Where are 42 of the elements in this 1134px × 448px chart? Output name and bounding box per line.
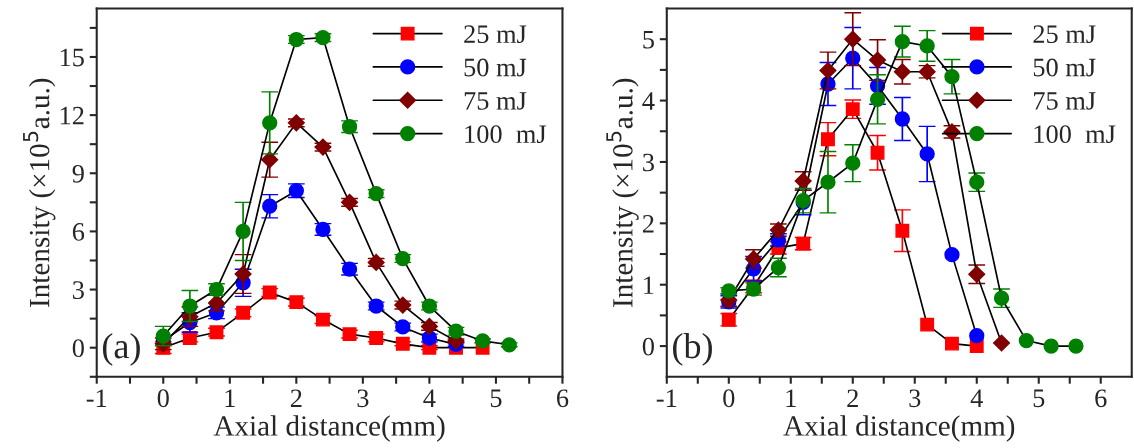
y-tick-label: 3 (72, 281, 84, 299)
x-tick-label: 0 (157, 389, 169, 408)
x-tick-label: 0 (723, 389, 735, 408)
y-tick-label: 6 (72, 223, 85, 241)
legend-label: 50 mJ (1033, 58, 1096, 77)
y-tick-label: 15 (60, 48, 84, 67)
y-tick-label: 0 (642, 337, 654, 356)
x-tick-label: 3 (357, 389, 369, 408)
y-tick-label: 0 (72, 339, 84, 358)
y-tick-label: 12 (60, 106, 84, 125)
legend-label: 100 mJ (465, 125, 547, 144)
legend-label: 100 mJ (1034, 125, 1116, 144)
x-tick-label: 5 (490, 389, 502, 408)
y-tick-label: 5 (643, 31, 654, 49)
legend-label: 25 mJ (1033, 25, 1096, 44)
x-tick-label: 6 (557, 389, 569, 408)
x-tick-label: -1 (86, 389, 107, 407)
x-axis-title: Axial distance(mm) (213, 415, 445, 442)
annotation: (b) (673, 332, 712, 366)
x-tick-label: 1 (225, 389, 235, 407)
y-tick-label: 1 (644, 276, 654, 294)
y-tick-label: 3 (643, 153, 654, 172)
legend-label: 50 mJ (464, 58, 527, 77)
x-tick-label: 2 (847, 389, 858, 407)
x-tick-label: 4 (423, 389, 436, 407)
legend-label: 75 mJ (1034, 92, 1096, 110)
y-axis-title: Intensity (×10$^{5}$a.u.) (606, 78, 639, 307)
y-tick-label: 2 (642, 215, 654, 233)
y-axis-title: Intensity (×10$^{5}$a.u.) (23, 78, 56, 307)
x-tick-label: 1 (786, 389, 796, 407)
x-tick-label: 2 (290, 389, 302, 407)
annotation: (a) (102, 332, 140, 366)
x-axis-title: Axial distance(mm) (783, 415, 1015, 442)
x-tick-label: -1 (656, 389, 677, 407)
x-tick-label: 3 (909, 389, 921, 408)
legend-label: 75 mJ (464, 92, 527, 110)
legend-label: 25 mJ (464, 25, 527, 44)
x-tick-label: 5 (1033, 389, 1045, 408)
y-tick-label: 4 (642, 92, 655, 110)
x-tick-label: 6 (1095, 389, 1107, 408)
y-tick-label: 9 (72, 164, 84, 183)
x-tick-label: 4 (970, 389, 983, 407)
